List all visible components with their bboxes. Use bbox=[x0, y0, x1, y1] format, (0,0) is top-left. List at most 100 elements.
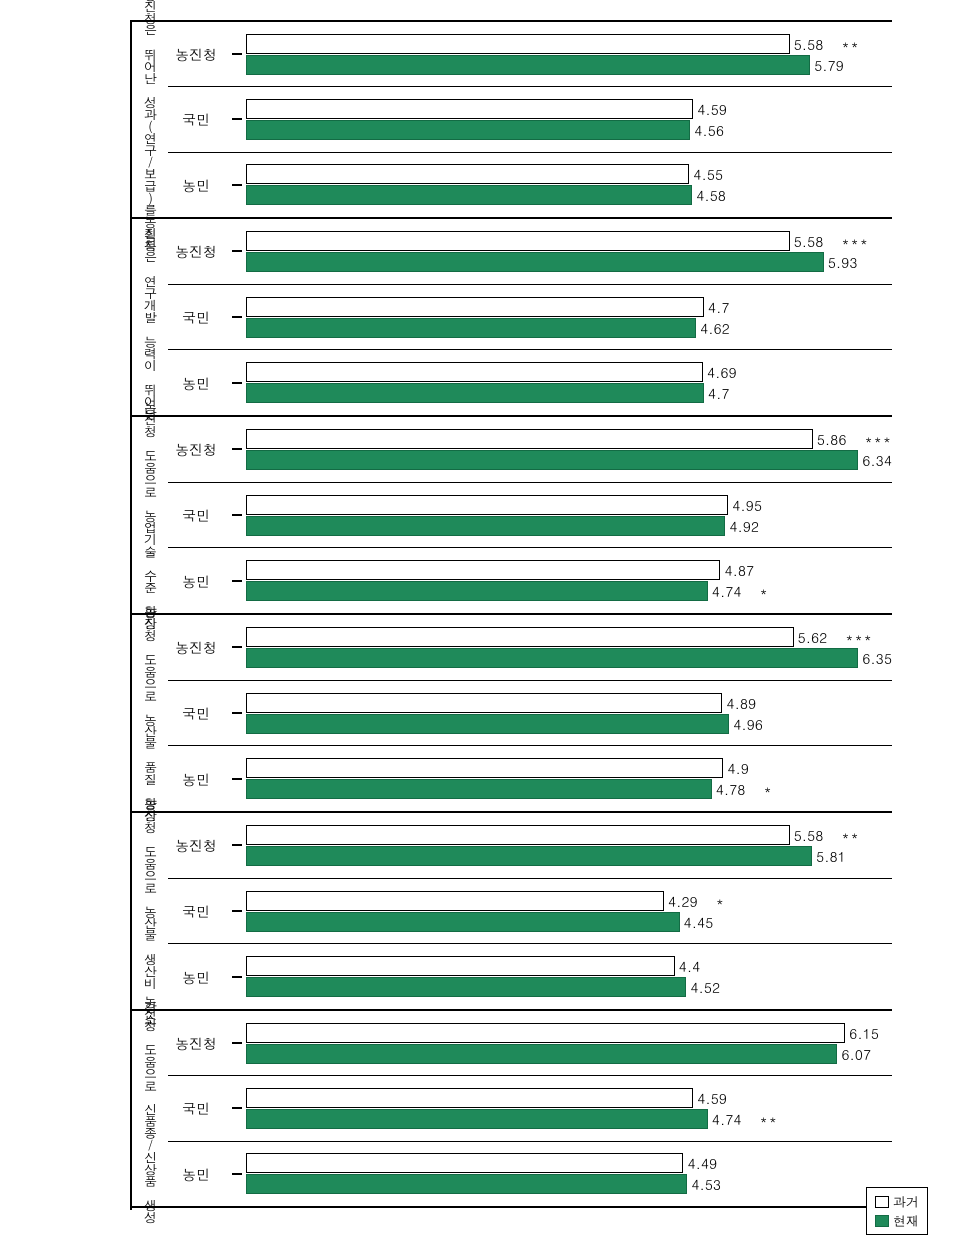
subgroups: 농진청5.86***6.34국민4.954.92농민4.874.74* bbox=[168, 417, 892, 613]
bar-past bbox=[246, 825, 790, 845]
subgroup-label: 농진청 bbox=[168, 615, 224, 680]
bar-row-present: 4.45 bbox=[246, 912, 892, 932]
subgroup-label: 농진청 bbox=[168, 417, 224, 482]
subgroup: 농민 4.44.52 bbox=[168, 943, 892, 1009]
bar-row-past: 4.4 bbox=[246, 956, 892, 976]
subgroups: 농진청5.58***5.93국민4.74.62농민4.694.7 bbox=[168, 219, 892, 415]
bar-past bbox=[246, 956, 675, 976]
legend-item-present: 현재 bbox=[875, 1211, 919, 1230]
subgroup: 농진청5.86***6.34 bbox=[168, 417, 892, 482]
subgroup-label: 국민 bbox=[168, 483, 224, 548]
value-label-present: 5.93 bbox=[828, 252, 858, 272]
subgroup-label: 국민 bbox=[168, 1076, 224, 1140]
bar-row-past: 4.89 bbox=[246, 693, 892, 713]
value-label-past: 4.87 bbox=[724, 560, 754, 580]
bar-row-past: 5.58** bbox=[246, 825, 892, 845]
subgroup: 농민 4.554.58 bbox=[168, 152, 892, 217]
significance-marker: * bbox=[716, 891, 725, 911]
subgroup: 농진청5.58**5.79 bbox=[168, 22, 892, 86]
subgroup-label: 농민 bbox=[168, 1142, 224, 1206]
bar-past bbox=[246, 297, 704, 317]
bar-row-present: 5.81 bbox=[246, 846, 892, 866]
bar-present bbox=[246, 185, 692, 205]
legend-swatch-past-icon bbox=[875, 1196, 889, 1208]
bar-present bbox=[246, 912, 680, 932]
value-label-present: 4.52 bbox=[690, 977, 720, 997]
bar-row-past: 4.87 bbox=[246, 560, 892, 580]
bar-row-past: 4.55 bbox=[246, 164, 892, 184]
value-label-present: 4.45 bbox=[684, 912, 714, 932]
subgroup: 국민4.594.74** bbox=[168, 1075, 892, 1140]
axis-tick-icon bbox=[232, 382, 242, 384]
subgroup: 국민4.594.56 bbox=[168, 86, 892, 151]
bar-past bbox=[246, 1023, 845, 1043]
significance-marker: * bbox=[760, 581, 769, 601]
subgroup: 농진청5.58***5.93 bbox=[168, 219, 892, 284]
chart-group: 농진청 도움으로 농업기술 수준 향상농진청5.86***6.34국민4.954… bbox=[132, 416, 892, 614]
value-label-present: 6.35 bbox=[862, 648, 892, 668]
bar-present bbox=[246, 977, 686, 997]
bar-present bbox=[246, 1044, 837, 1064]
bar-row-present: 4.52 bbox=[246, 977, 892, 997]
subgroups: 농진청 5.62 ***6.35 국민4.894.96농민4.94.78* bbox=[168, 615, 892, 811]
chart-group: 농진청 도움으로 농산물 생산비 감소농진청5.58**5.81국민4.29*4… bbox=[132, 812, 892, 1010]
bar-past bbox=[246, 164, 689, 184]
subgroup: 농진청6.156.07 bbox=[168, 1011, 892, 1075]
value-label-present: 4.92 bbox=[729, 516, 759, 536]
bar-past bbox=[246, 1153, 683, 1173]
bar-past bbox=[246, 495, 728, 515]
value-label-present: 5.79 bbox=[814, 55, 844, 75]
bar-present bbox=[246, 846, 812, 866]
value-label-past: 4.95 bbox=[732, 495, 762, 515]
subgroups: 농진청6.156.07국민4.594.74**농민4.494.53 bbox=[168, 1011, 892, 1206]
grouped-bar-chart: 농진청은 뛰어난 성과(연구/보급)를 획득농진청5.58**5.79국민4.5… bbox=[20, 20, 938, 1235]
axis-tick-icon bbox=[232, 712, 242, 714]
axis-tick-icon bbox=[232, 448, 242, 450]
axis-tick-icon bbox=[232, 580, 242, 582]
bar-past bbox=[246, 758, 723, 778]
bar-past bbox=[246, 560, 720, 580]
value-label-past: 6.15 bbox=[849, 1023, 879, 1043]
value-label-present: 4.7 bbox=[708, 383, 730, 403]
bar-past bbox=[246, 891, 664, 911]
bar-present bbox=[246, 318, 696, 338]
value-label-past: 4.59 bbox=[697, 99, 727, 119]
bar-row-present: 4.58 bbox=[246, 185, 892, 205]
bar-row-present: 4.62 bbox=[246, 318, 892, 338]
subgroup-label: 농민 bbox=[168, 350, 224, 415]
value-label-past: 5.58 bbox=[794, 34, 824, 54]
subgroup-label: 농진청 bbox=[168, 813, 224, 878]
value-label-present: 4.58 bbox=[696, 185, 726, 205]
legend: 과거 현재 bbox=[866, 1187, 928, 1235]
subgroup: 국민4.894.96 bbox=[168, 680, 892, 746]
bar-present bbox=[246, 581, 708, 601]
bar-row-present: 4.7 bbox=[246, 383, 892, 403]
significance-marker: *** bbox=[841, 231, 869, 251]
group-title: 농진청 도움으로 농산물 생산비 감소 bbox=[136, 813, 164, 1009]
subgroup: 국민 4.954.92 bbox=[168, 482, 892, 548]
subgroup-label: 농민 bbox=[168, 944, 224, 1009]
subgroup-label: 농민 bbox=[168, 153, 224, 217]
subgroup-label: 농진청 bbox=[168, 22, 224, 86]
bar-row-past: 4.7 bbox=[246, 297, 892, 317]
value-label-past: 4.29 bbox=[668, 891, 698, 911]
value-label-present: 4.62 bbox=[700, 318, 730, 338]
axis-tick-icon bbox=[232, 250, 242, 252]
value-label-past: 5.62 bbox=[798, 627, 828, 647]
bar-past bbox=[246, 231, 790, 251]
bar-row-past: 4.59 bbox=[246, 1088, 892, 1108]
bar-row-present: 4.92 bbox=[246, 516, 892, 536]
bar-present bbox=[246, 252, 824, 272]
value-label-past: 4.89 bbox=[726, 693, 756, 713]
axis-tick-icon bbox=[232, 184, 242, 186]
bar-row-present: 5.79 bbox=[246, 55, 892, 75]
legend-swatch-present-icon bbox=[875, 1215, 889, 1227]
subgroup: 농민4.94.78* bbox=[168, 745, 892, 811]
bar-row-past: 4.69 bbox=[246, 362, 892, 382]
bar-row-past: 4.59 bbox=[246, 99, 892, 119]
group-title: 농진청은 연구개발 능력이 뛰어남 bbox=[136, 219, 164, 415]
group-title: 농진청은 뛰어난 성과(연구/보급)를 획득 bbox=[136, 22, 164, 217]
value-label-past: 4.49 bbox=[687, 1153, 717, 1173]
significance-marker: *** bbox=[845, 627, 873, 647]
bar-present bbox=[246, 1109, 708, 1129]
